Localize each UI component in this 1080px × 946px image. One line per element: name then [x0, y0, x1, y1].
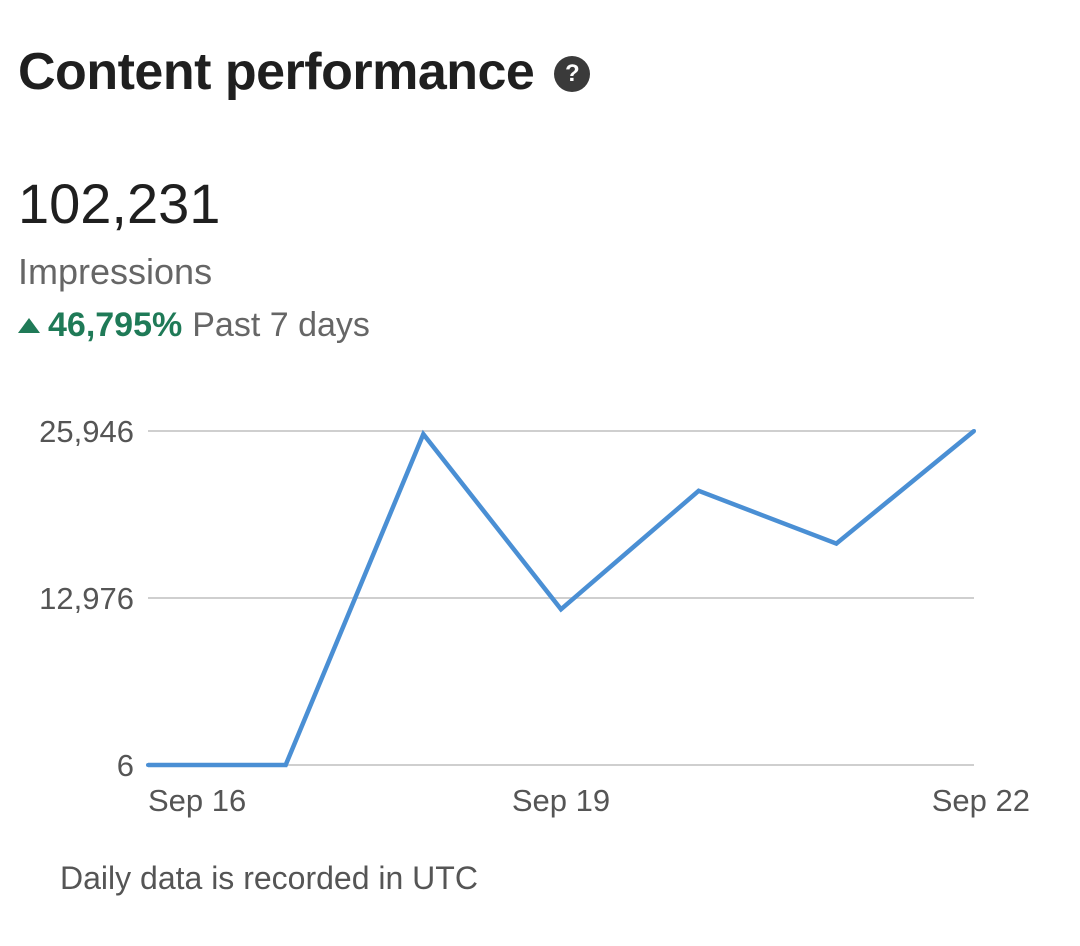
data-point	[696, 488, 701, 493]
trend-up-icon	[18, 317, 40, 333]
impressions-value: 102,231	[18, 172, 221, 235]
y-tick-label: 25,946	[39, 414, 134, 449]
header: Content performance ?	[18, 43, 591, 101]
y-tick-label: 6	[117, 748, 134, 783]
data-point	[421, 432, 426, 437]
data-point	[834, 541, 839, 546]
impressions-label: Impressions	[18, 251, 213, 292]
x-tick-label: Sep 22	[932, 783, 1030, 818]
y-tick-label: 12,976	[39, 581, 134, 616]
data-point	[972, 429, 976, 433]
change-indicator: 46,795% Past 7 days	[18, 308, 370, 342]
x-tick-label: Sep 19	[512, 783, 610, 818]
data-point	[146, 763, 150, 767]
data-point	[559, 607, 563, 612]
change-value: 46,795%	[48, 306, 183, 344]
change-period: Past 7 days	[192, 306, 370, 344]
impressions-line-chart: 6 12,976 25,946 Sep 16 Sep 19 Sep 22	[39, 414, 1030, 818]
footnote: Daily data is recorded in UTC	[60, 860, 478, 896]
x-tick-label: Sep 16	[148, 783, 246, 818]
page-title: Content performance	[18, 43, 535, 101]
help-icon[interactable]: ?	[554, 56, 591, 92]
data-point	[283, 763, 288, 767]
